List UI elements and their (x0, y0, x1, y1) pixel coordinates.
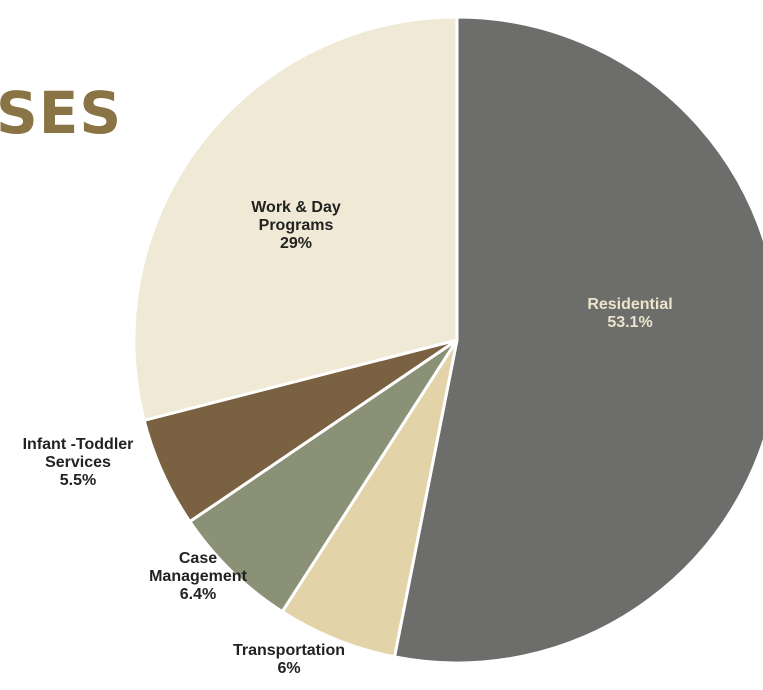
heading-fragment: SES (0, 79, 123, 147)
pie-slice-label-0: Residential 53.1% (587, 296, 672, 331)
pie-slice-label-line: Management (149, 568, 247, 585)
pie-slice-label-line: Services (45, 454, 111, 471)
pie-slice-label-line: Work & Day (251, 199, 341, 216)
pie-slice-label-4: Work & Day Programs 29% (251, 199, 341, 252)
pie-slice-label-line: 53.1% (607, 314, 652, 331)
pie-slice-label-line: Transportation (233, 642, 345, 659)
pie-slice-label-line: 6.4% (180, 586, 216, 603)
pie-slice-4 (132, 15, 459, 422)
pie-slice-label-line: Infant -Toddler (23, 436, 134, 453)
pie-labels: Residential 53.1% Transportation 6% Case Mana… (23, 199, 673, 677)
pie-slice-label-line: Residential (587, 296, 672, 313)
pie-slices (132, 15, 763, 665)
pie-slice-label-line: Case (179, 550, 217, 567)
pie-slice-2 (188, 338, 459, 614)
pie-slice-1 (280, 338, 459, 659)
pie-slice-label-line: 5.5% (60, 472, 96, 489)
pie-slice-label-1: Transportation 6% (233, 642, 345, 677)
pie-slice-label-line: 29% (280, 235, 312, 252)
pie-slice-label-line: 6% (277, 660, 300, 677)
pie-slice-0 (392, 15, 763, 665)
pie-slice-label-3: Infant -Toddler Services 5.5% (23, 436, 134, 489)
pie-slice-label-line: Programs (259, 217, 334, 234)
pie-slice-label-2: Case Management 6.4% (149, 550, 247, 603)
